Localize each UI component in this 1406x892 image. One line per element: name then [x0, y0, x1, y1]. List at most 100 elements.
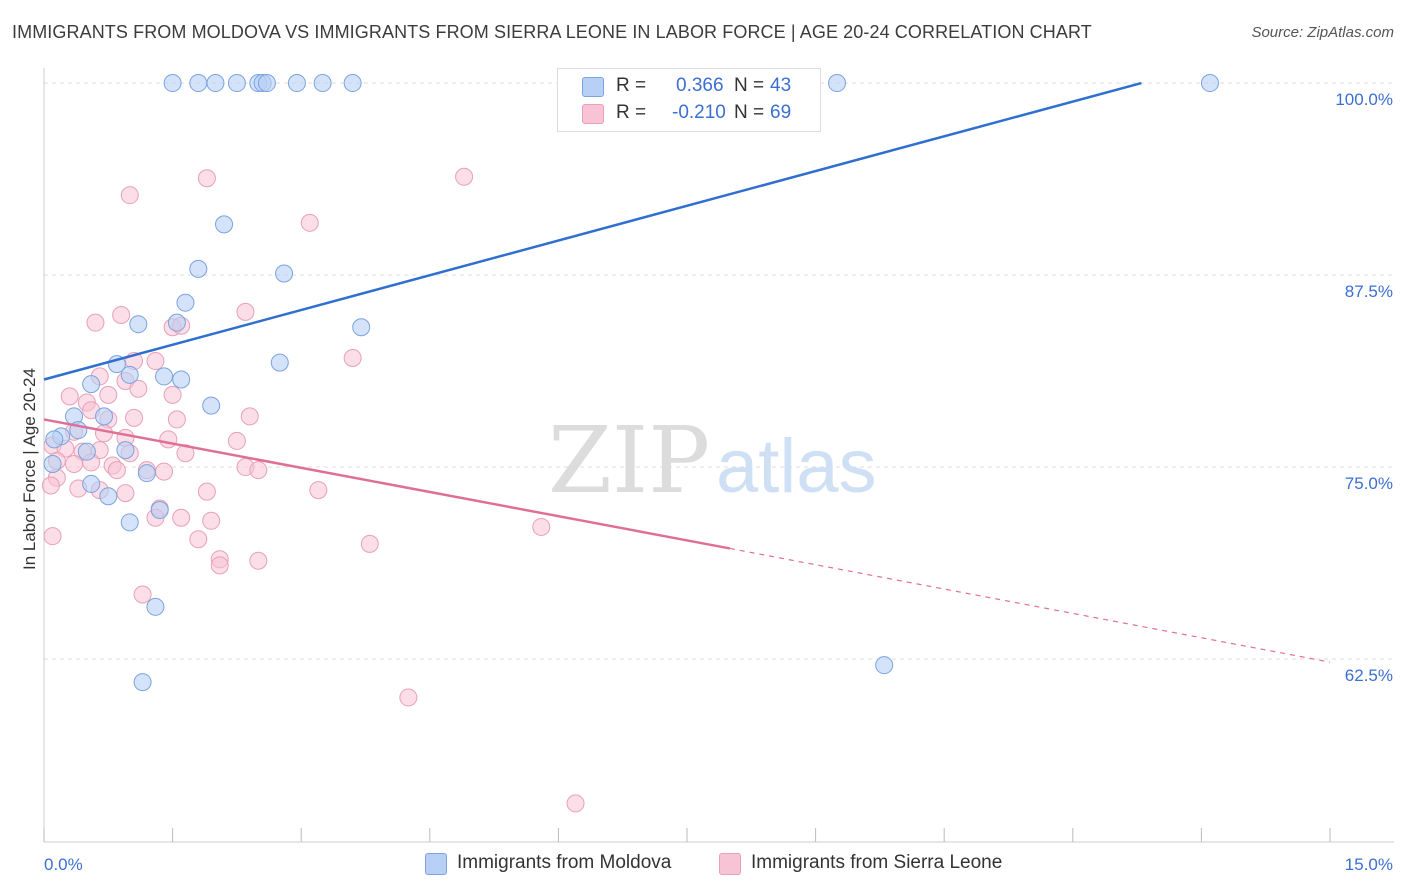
sierra-leone-point [99, 385, 118, 404]
axes [43, 68, 1394, 843]
sierra-r-value: -0.210 [672, 102, 726, 123]
moldova-n-label: N = [734, 75, 765, 96]
moldova-point [120, 365, 139, 384]
sierra-leone-point [197, 482, 216, 501]
moldova-point [343, 74, 362, 93]
sierra-leone-point [155, 462, 174, 481]
bottom-sierra-swatch [719, 853, 741, 875]
sierra-leone-point [343, 348, 362, 367]
moldova-point [172, 370, 191, 389]
moldova-point [287, 74, 306, 93]
sierra-leone-point [455, 167, 474, 186]
series-sierra-leone [41, 167, 585, 813]
moldova-point [167, 313, 186, 332]
moldova-point [1200, 74, 1219, 93]
moldova-point [875, 656, 894, 675]
trend-lines [43, 81, 1331, 663]
moldova-point [202, 396, 221, 415]
moldova-point [189, 259, 208, 278]
moldova-point [176, 293, 195, 312]
sierra-leone-point [146, 352, 165, 371]
sierra-leone-point [167, 410, 186, 429]
sierra-leone-point [360, 534, 379, 553]
moldova-point [215, 215, 234, 234]
moldova-point [133, 673, 152, 692]
sierra-leone-point [60, 387, 79, 406]
sierra-leone-point [176, 444, 195, 463]
moldova-point [129, 315, 148, 334]
y-tick-label: 100.0% [1335, 90, 1393, 109]
sierra-leone-point [566, 794, 585, 813]
moldova-point [82, 375, 101, 394]
moldova-point [116, 441, 135, 460]
moldova-r-value: 0.366 [676, 75, 724, 96]
moldova-point [227, 74, 246, 93]
x-tick-label-max: 15.0% [1345, 855, 1393, 874]
sierra-leone-point [112, 305, 131, 324]
moldova-point [45, 430, 64, 449]
moldova-point [257, 74, 276, 93]
sierra-leone-point [300, 213, 319, 232]
source-label: Source: ZipAtlas.com [1251, 24, 1394, 41]
sierra-leone-point [129, 379, 148, 398]
sierra-leone-point [189, 530, 208, 549]
sierra-leone-point [202, 511, 221, 530]
moldova-point [189, 74, 208, 93]
sierra-n-label: N = [734, 102, 765, 123]
sierra-leone-point [210, 556, 229, 575]
moldova-point [275, 264, 294, 283]
grid-lines [44, 82, 1394, 660]
bottom-moldova-swatch [425, 853, 447, 875]
moldova-point [206, 74, 225, 93]
sierra-leone-point [120, 186, 139, 205]
moldova-point [43, 454, 62, 473]
sierra-leone-point [249, 461, 268, 480]
watermark-atlas: atlas [716, 424, 877, 509]
y-tick-label: 87.5% [1345, 282, 1393, 301]
moldova-point [163, 74, 182, 93]
sierra-leone-point [163, 385, 182, 404]
moldova-point [77, 442, 96, 461]
sierra-leone-point [86, 313, 105, 332]
x-tick-label-min: 0.0% [44, 855, 83, 874]
watermark-zip: ZIP [548, 407, 710, 514]
y-tick-label: 62.5% [1345, 666, 1393, 685]
sierra-leone-point [65, 454, 84, 473]
y-tick-label: 75.0% [1345, 474, 1393, 493]
sierra-leone-point [532, 517, 551, 536]
moldova-swatch [582, 77, 604, 97]
sierra-leone-point [116, 484, 135, 503]
sierra-swatch [582, 104, 604, 124]
tick-labels: 62.5% 75.0% 87.5% 100.0% 0.0% 15.0% [44, 90, 1393, 874]
moldova-point [270, 353, 289, 372]
moldova-point [313, 74, 332, 93]
sierra-trend-line-extension [729, 547, 1331, 663]
sierra-leone-point [399, 688, 418, 707]
sierra-leone-point [240, 407, 259, 426]
moldova-n-value: 43 [770, 75, 792, 96]
moldova-trend-line [43, 81, 1142, 381]
sierra-leone-point [133, 585, 152, 604]
moldova-point [352, 318, 371, 337]
sierra-leone-point [95, 424, 114, 443]
correlation-legend: R = 0.366 N = 43 R = -0.210 N = 69 [557, 68, 821, 132]
sierra-leone-point [107, 461, 126, 480]
moldova-point [95, 407, 114, 426]
sierra-leone-point [41, 476, 60, 495]
moldova-point [146, 597, 165, 616]
sierra-leone-point [159, 430, 178, 449]
sierra-leone-point [249, 551, 268, 570]
sierra-leone-point [43, 527, 62, 546]
sierra-leone-point [125, 408, 144, 427]
series-moldova [43, 74, 1219, 692]
sierra-leone-point [309, 481, 328, 500]
chart-title: IMMIGRANTS FROM MOLDOVA VS IMMIGRANTS FR… [12, 22, 1092, 42]
sierra-leone-point [197, 169, 216, 188]
sierra-r-label: R = [616, 102, 647, 123]
sierra-leone-point [236, 302, 255, 321]
watermark: ZIP atlas [548, 407, 877, 514]
bottom-moldova-label: Immigrants from Moldova [457, 852, 672, 873]
moldova-point [828, 74, 847, 93]
moldova-point [150, 501, 169, 520]
